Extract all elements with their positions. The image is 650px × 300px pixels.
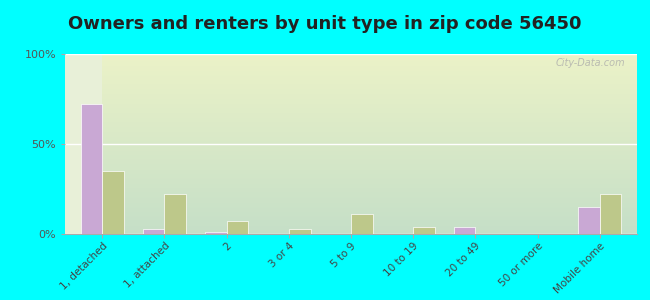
Bar [454, 227, 475, 234]
Bar [102, 171, 124, 234]
Bar [81, 104, 102, 234]
Bar [143, 229, 164, 234]
Bar [227, 221, 248, 234]
Bar [578, 207, 600, 234]
Bar [164, 194, 187, 234]
Text: City-Data.com: City-Data.com [556, 58, 625, 68]
Bar [600, 194, 621, 234]
Bar [413, 227, 435, 234]
Bar [289, 229, 311, 234]
Bar [205, 232, 227, 234]
Text: Owners and renters by unit type in zip code 56450: Owners and renters by unit type in zip c… [68, 15, 582, 33]
Bar [351, 214, 372, 234]
